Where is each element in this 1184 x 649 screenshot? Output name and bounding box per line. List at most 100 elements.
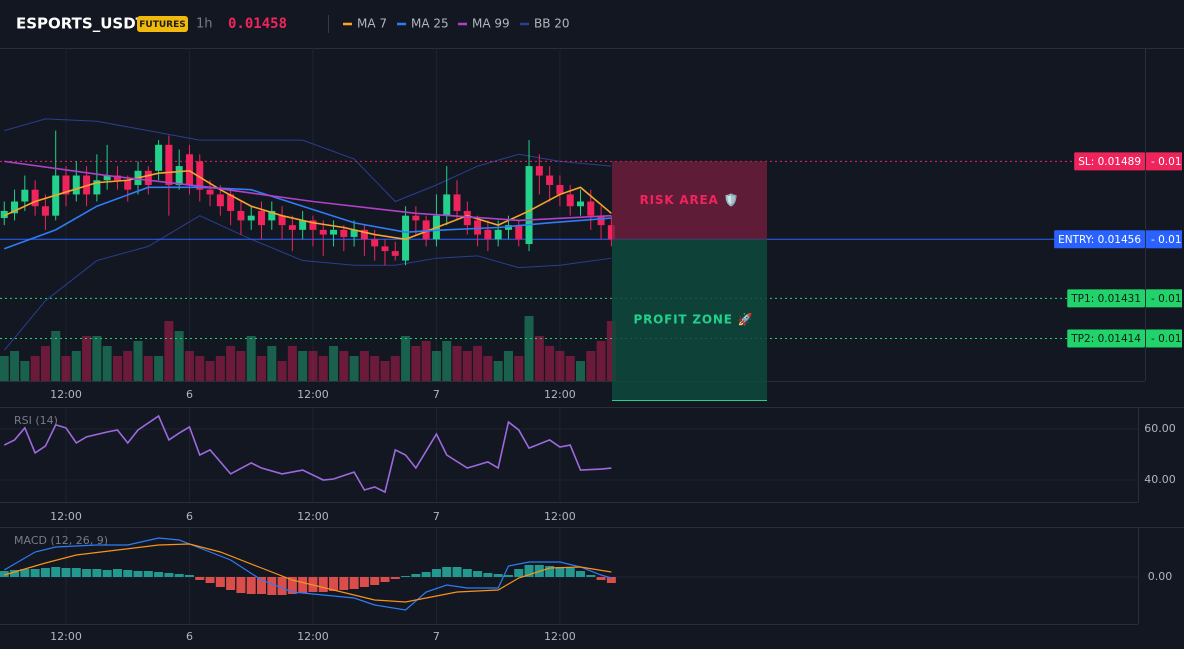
volume-bar (421, 341, 431, 381)
candle-body (268, 210, 276, 221)
candle-body (206, 189, 214, 195)
volume-bar (401, 336, 411, 381)
macd-histogram-bar (586, 575, 596, 577)
candle-body (515, 225, 523, 240)
candle-body (566, 194, 574, 207)
macd-histogram-bar (226, 577, 236, 590)
x-tick-label: 12:00 (297, 388, 329, 401)
level-tag: TP1: 0.01431 (1070, 293, 1141, 305)
macd-histogram-bar (133, 571, 143, 577)
macd-histogram-bar (10, 570, 20, 577)
candle-body (319, 229, 327, 235)
volume-bar (164, 321, 174, 381)
macd-histogram-bar (267, 577, 277, 595)
candle-body (330, 229, 338, 235)
candle-body (196, 161, 204, 190)
candle-body (391, 251, 399, 256)
volume-bar (92, 336, 102, 381)
candle-body (11, 201, 19, 214)
bb-lower (3, 215, 612, 351)
rsi-line (3, 414, 612, 494)
volume-bar (133, 341, 143, 381)
macd-histogram-bar (20, 569, 30, 577)
candle-body (607, 225, 615, 240)
macd-histogram-bar (154, 572, 164, 577)
legend-label: MA 7 (357, 17, 387, 31)
volume-bar (51, 331, 61, 381)
candle-body (309, 220, 317, 230)
macd-histogram-bar (82, 569, 92, 577)
macd-histogram-bar (51, 567, 61, 577)
candle-body (350, 229, 358, 237)
risk-label: RISK AREA 🛡️ (640, 193, 740, 207)
candle-body (124, 180, 132, 190)
candle-body (453, 194, 461, 211)
candle-body (113, 175, 121, 181)
macd-histogram-bar (524, 565, 534, 577)
candle-body (165, 144, 173, 185)
candle-body (443, 194, 451, 216)
candle-body (412, 215, 420, 221)
macd-histogram-bar (277, 577, 287, 595)
macd-histogram-bar (401, 576, 411, 577)
macd-histogram-bar (195, 577, 205, 580)
signal-line (4, 543, 612, 603)
last-price: 0.01458 (228, 16, 287, 32)
legend-label: MA 25 (411, 17, 449, 31)
volume-bar (555, 351, 565, 381)
volume-bar (606, 321, 616, 381)
macd-histogram-bar (503, 575, 513, 577)
volume-bar (40, 346, 50, 381)
volume-bar (339, 351, 349, 381)
candle-body (93, 180, 101, 195)
x-tick-label: 12:00 (544, 510, 576, 523)
candle-body (525, 166, 533, 245)
volume-bar (205, 361, 215, 381)
volume-bar (452, 346, 462, 381)
macd-histogram-bar (298, 577, 308, 593)
candle-body (31, 189, 39, 207)
x-tick-label: 12:00 (544, 388, 576, 401)
macd-histogram-bar (143, 571, 153, 577)
x-tick-label: 6 (186, 510, 193, 523)
level-offset: - 0.01 (1151, 293, 1182, 305)
x-tick-label: 12:00 (544, 630, 576, 643)
bb-upper (4, 118, 612, 203)
macd-histogram-bar (421, 572, 431, 577)
volume-bar (514, 356, 524, 381)
macd-histogram-bar (40, 568, 50, 577)
level-offset: - 0.01 (1151, 234, 1182, 246)
volume-bar (112, 356, 122, 381)
macd-histogram-bar (61, 568, 71, 577)
macd-histogram-bar (215, 577, 225, 587)
volume-bar (493, 361, 503, 381)
badge: FUTURES (139, 20, 185, 30)
volume-bar (298, 351, 308, 381)
macd-histogram-bar (349, 577, 359, 589)
volume-bar (61, 356, 71, 381)
candle-body (463, 210, 471, 226)
macd-histogram-bar (92, 569, 102, 577)
macd-histogram-bar (257, 577, 266, 594)
candle-body (278, 215, 286, 226)
macd-histogram-bar (236, 577, 246, 593)
volume-bar (267, 346, 277, 381)
volume-bar (359, 351, 369, 381)
macd-histogram-bar (174, 574, 184, 577)
ma-line (4, 160, 612, 222)
candle-body (144, 170, 152, 185)
x-tick-label: 12:00 (50, 630, 82, 643)
volume-bar (277, 361, 287, 381)
candle-body (299, 220, 307, 230)
macd-histogram-bar (339, 577, 349, 590)
macd-histogram-bar (442, 567, 452, 577)
symbol: ESPORTS_USDT (16, 15, 147, 33)
candle-body (0, 210, 8, 219)
volume-bar (586, 351, 596, 381)
level-tag: ENTRY: 0.01456 (1058, 234, 1141, 246)
macd-histogram-bar (380, 577, 390, 582)
x-tick-label: 7 (433, 510, 440, 523)
macd-histogram-bar (462, 569, 472, 577)
macd-histogram-bar (411, 574, 421, 577)
level-tag-bg (1067, 289, 1145, 308)
